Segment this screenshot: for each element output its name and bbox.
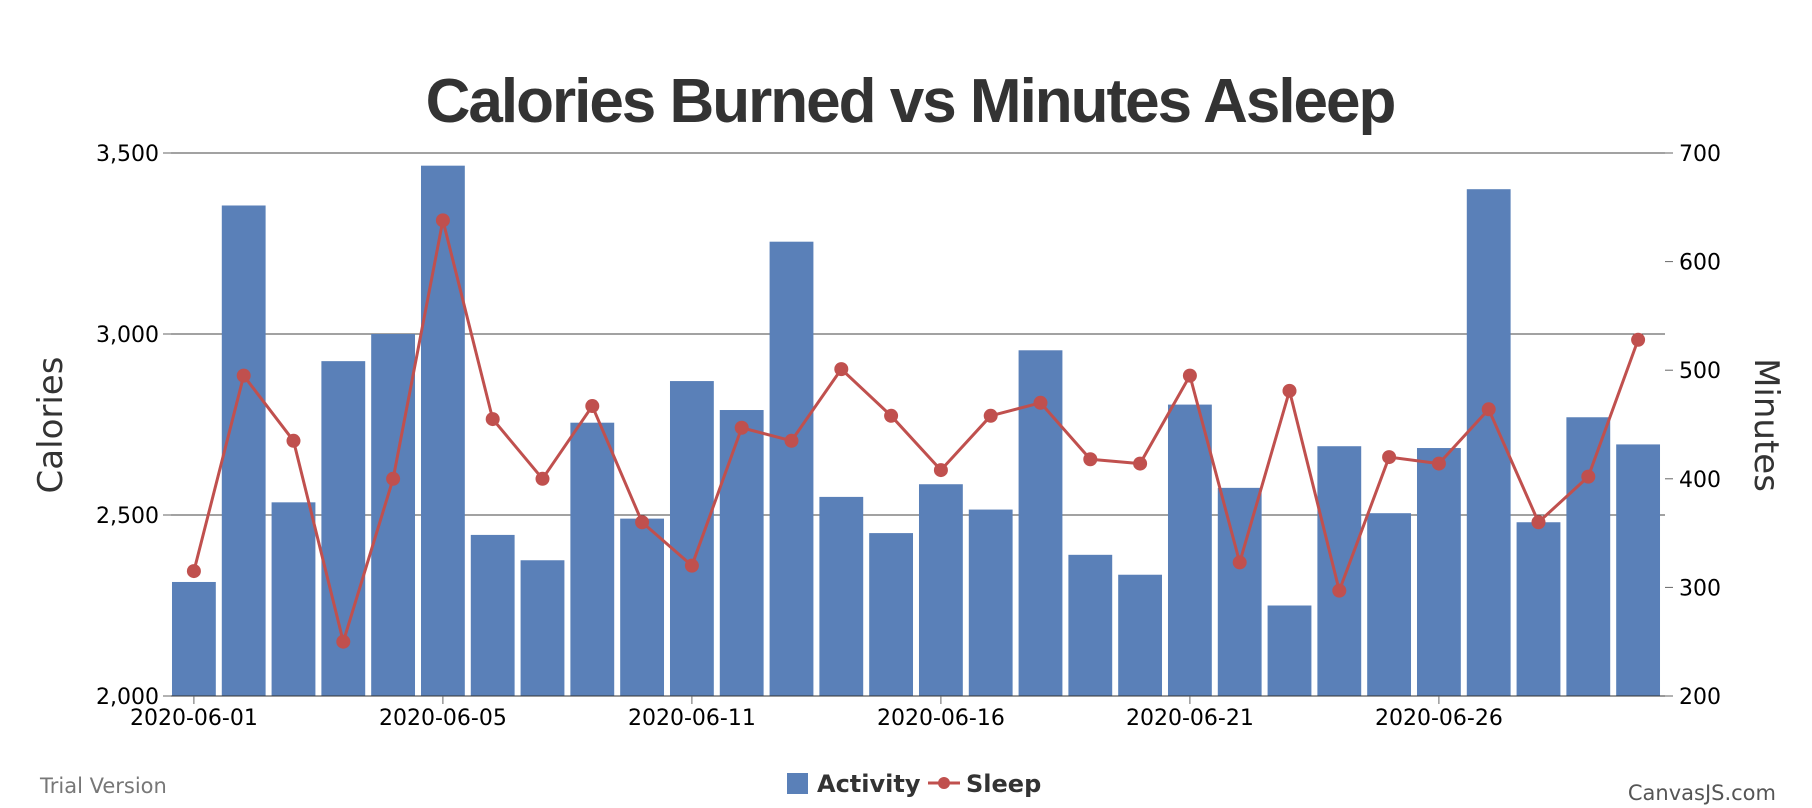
- activity-bar: [719, 410, 764, 696]
- sleep-point: [1133, 456, 1148, 471]
- activity-bars: [171, 165, 1661, 697]
- activity-bar: [769, 241, 814, 696]
- sleep-point: [635, 515, 650, 530]
- x-tick-label: 2020-06-11: [628, 706, 756, 731]
- y-right-tick-label: 500: [1679, 359, 1721, 384]
- sleep-series-line: [192, 218, 1640, 644]
- activity-bar: [620, 518, 665, 696]
- axes: 2,000 2,500 3,000 3,500 200 300 400 500 600 700 20…: [96, 142, 1721, 731]
- sleep-point: [1581, 469, 1596, 484]
- sleep-point: [784, 433, 799, 448]
- sleep-point: [236, 368, 251, 383]
- y-axis-left-title: Calories: [31, 357, 71, 494]
- y-right-tick-label: 600: [1679, 251, 1721, 276]
- x-tick-label: 2020-06-26: [1375, 706, 1503, 731]
- activity-bar: [570, 422, 615, 696]
- y-left-tick-label: 2,000: [96, 685, 159, 710]
- activity-bar: [371, 334, 416, 696]
- sleep-point: [435, 213, 450, 228]
- activity-bar: [271, 502, 316, 696]
- chart-title: Calories Burned vs Minutes Asleep: [426, 67, 1395, 136]
- activity-bar: [1516, 522, 1561, 696]
- activity-bar: [1118, 574, 1163, 696]
- sleep-point: [1531, 515, 1546, 530]
- sleep-point: [1232, 555, 1247, 570]
- y-left-tick-label: 3,500: [96, 142, 159, 167]
- legend: Activity Sleep: [787, 770, 1041, 798]
- sleep-point: [386, 471, 401, 486]
- y-left-tick-label: 2,500: [96, 504, 159, 529]
- sleep-point: [186, 564, 201, 579]
- activity-bar: [1416, 448, 1461, 696]
- activity-bar: [1616, 444, 1661, 696]
- activity-bar: [221, 205, 266, 697]
- activity-bar: [1217, 487, 1262, 696]
- sleep-point: [1083, 452, 1098, 467]
- sleep-point: [834, 362, 849, 377]
- activity-bar: [819, 496, 864, 696]
- credit-link[interactable]: CanvasJS.com: [1628, 781, 1776, 805]
- sleep-point: [1431, 456, 1446, 471]
- sleep-line: [186, 213, 1646, 649]
- legend-sleep-marker: [938, 777, 950, 789]
- sleep-point: [1282, 383, 1297, 398]
- sleep-point: [485, 412, 500, 427]
- activity-bar: [1267, 605, 1312, 696]
- activity-bar: [470, 534, 515, 696]
- sleep-point: [286, 433, 301, 448]
- sleep-point: [535, 471, 550, 486]
- x-tick-label: 2020-06-05: [379, 706, 507, 731]
- x-tick-label: 2020-06-01: [130, 706, 258, 731]
- activity-bar: [1367, 513, 1412, 696]
- activity-bar: [1317, 446, 1362, 696]
- y-right-tick-label: 300: [1679, 576, 1721, 601]
- activity-bar: [669, 381, 714, 696]
- legend-sleep-label: Sleep: [966, 770, 1041, 798]
- sleep-point: [1631, 332, 1646, 347]
- legend-activity-label: Activity: [817, 770, 921, 798]
- sleep-point: [1033, 395, 1048, 410]
- y-left-tick-label: 3,000: [96, 323, 159, 348]
- trial-version-label: Trial Version: [39, 774, 167, 798]
- activity-bar: [1068, 554, 1113, 696]
- y-right-tick-label: 200: [1679, 685, 1721, 710]
- sleep-point: [585, 399, 600, 414]
- activity-bar: [968, 509, 1013, 696]
- activity-bar: [1167, 404, 1212, 696]
- sleep-point: [734, 420, 749, 435]
- y-right-tick-label: 700: [1679, 142, 1721, 167]
- sleep-point: [1382, 450, 1397, 465]
- x-tick-label: 2020-06-21: [1126, 706, 1254, 731]
- sleep-point: [1481, 402, 1496, 417]
- activity-bar: [420, 165, 465, 697]
- sleep-point: [933, 463, 948, 478]
- x-tick-label: 2020-06-16: [877, 706, 1005, 731]
- activity-bar: [171, 581, 216, 696]
- activity-bar: [869, 533, 914, 696]
- y-right-tick-label: 400: [1679, 468, 1721, 493]
- sleep-point: [1182, 368, 1197, 383]
- activity-bar: [1566, 417, 1611, 696]
- activity-bar: [918, 484, 963, 696]
- sleep-point: [884, 408, 899, 423]
- sleep-point: [1332, 583, 1347, 598]
- activity-bar: [520, 560, 565, 696]
- sleep-point: [684, 558, 699, 573]
- sleep-point: [336, 634, 351, 649]
- legend-activity-swatch: [787, 773, 808, 794]
- sleep-point: [983, 408, 998, 423]
- y-axis-right-title: Minutes: [1746, 358, 1786, 492]
